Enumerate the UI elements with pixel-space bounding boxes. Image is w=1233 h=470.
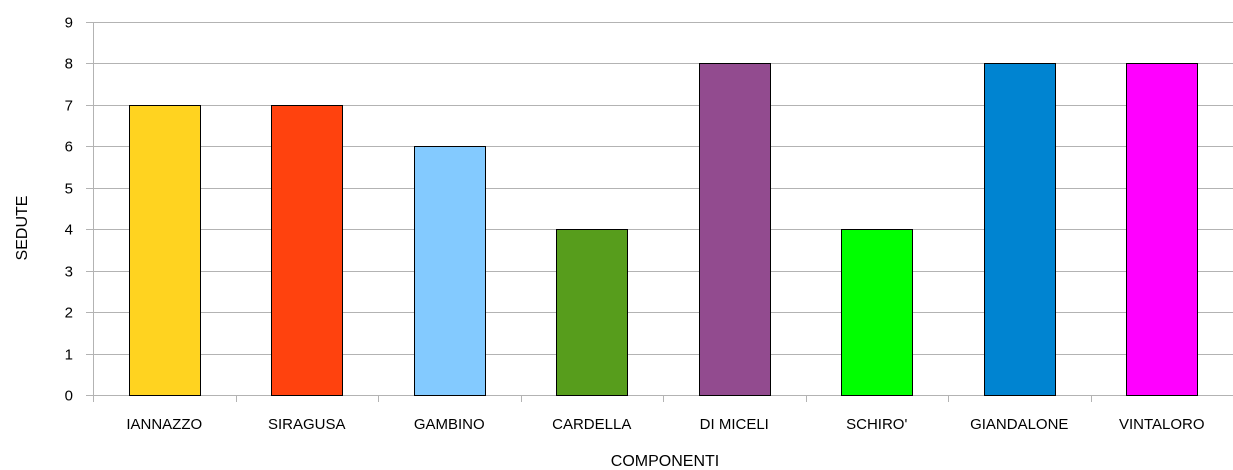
grid-lines bbox=[93, 22, 1233, 396]
y-tick-label-6: 6 bbox=[65, 139, 73, 156]
bar-cardella bbox=[556, 229, 628, 396]
x-axis-label: COMPONENTI bbox=[611, 453, 719, 470]
y-tick-label-0: 0 bbox=[65, 388, 73, 405]
x-tick-label-cardella: CARDELLA bbox=[552, 416, 631, 433]
y-tick-label-1: 1 bbox=[65, 347, 73, 364]
bars bbox=[129, 63, 1198, 396]
bar-schiro bbox=[841, 229, 913, 396]
bar-iannazzo bbox=[129, 105, 201, 396]
y-tick-label-3: 3 bbox=[65, 264, 73, 281]
x-tick-label-vintaloro: VINTALORO bbox=[1119, 416, 1205, 433]
bar-vintaloro bbox=[1126, 63, 1198, 396]
x-tick-label-gambino: GAMBINO bbox=[414, 416, 485, 433]
x-tick-label-iannazzo: IANNAZZO bbox=[126, 416, 202, 433]
bar-siragusa bbox=[271, 105, 343, 396]
y-tick-label-9: 9 bbox=[65, 15, 73, 32]
y-tick-label-2: 2 bbox=[65, 305, 73, 322]
bar-di-miceli bbox=[699, 63, 771, 396]
x-tick-labels: IANNAZZO SIRAGUSA GAMBINO CARDELLA DI MICELI… bbox=[126, 416, 1204, 433]
x-tick-label-giandalone: GIANDALONE bbox=[970, 416, 1068, 433]
y-axis-label: SEDUTE bbox=[14, 196, 31, 261]
x-tick-label-di-miceli: DI MICELI bbox=[700, 416, 769, 433]
axes bbox=[86, 22, 1092, 402]
x-tick-label-siragusa: SIRAGUSA bbox=[268, 416, 346, 433]
y-tick-label-4: 4 bbox=[65, 222, 73, 239]
bar-giandalone bbox=[984, 63, 1056, 396]
y-tick-label-5: 5 bbox=[65, 181, 73, 198]
y-tick-labels: 0 1 2 3 4 5 6 7 8 9 bbox=[65, 15, 73, 405]
bar-gambino bbox=[414, 146, 486, 396]
y-tick-label-7: 7 bbox=[65, 98, 73, 115]
y-tick-label-8: 8 bbox=[65, 56, 73, 73]
x-tick-label-schiro: SCHIRO' bbox=[846, 416, 907, 433]
